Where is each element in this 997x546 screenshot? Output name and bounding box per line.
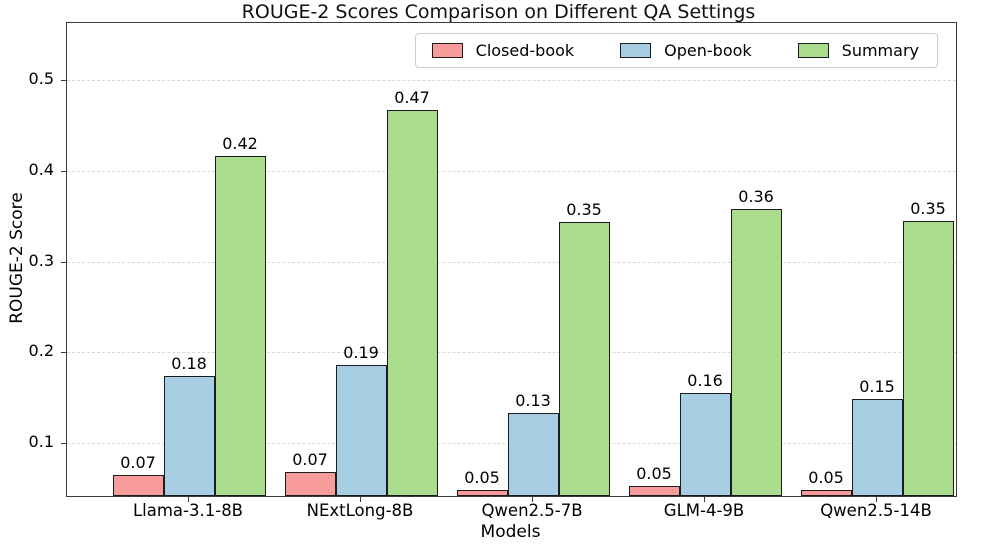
bar-summary-qwen2.5-7b — [558, 221, 610, 496]
y-tick-mark — [61, 170, 66, 172]
bar-summary-qwen2.5-14b — [902, 220, 954, 496]
bar-value-label: 0.42 — [222, 134, 258, 154]
bar-value-label: 0.05 — [636, 464, 672, 484]
bar-value-label: 0.07 — [120, 453, 156, 473]
y-tick-mark — [61, 352, 66, 354]
y-tick-label: 0.1 — [28, 432, 54, 452]
bar-value-label: 0.18 — [171, 354, 207, 374]
bar-open-book-llama-3.1-8b — [163, 376, 215, 496]
legend-label: Closed-book — [475, 41, 575, 60]
bar-value-label: 0.15 — [859, 376, 895, 396]
y-tick-label: 0.2 — [28, 341, 54, 361]
bar-value-label: 0.05 — [464, 467, 500, 487]
y-tick-mark — [61, 443, 66, 445]
bar-value-label: 0.35 — [566, 199, 602, 219]
x-tick-label-qwen2.5-7b: Qwen2.5-7B — [481, 501, 583, 520]
bar-open-book-nextlong-8b — [335, 365, 387, 496]
bar-open-book-qwen2.5-7b — [507, 413, 559, 496]
bar-value-label: 0.13 — [515, 391, 551, 411]
bar-value-label: 0.19 — [343, 343, 379, 363]
gridline-y-0.4 — [67, 170, 956, 172]
y-tick-label: 0.5 — [28, 69, 54, 89]
legend-swatch-icon — [620, 43, 652, 58]
x-axis-label: Models — [480, 522, 541, 542]
gridline-y-0.3 — [67, 261, 956, 263]
bar-value-label: 0.16 — [687, 370, 723, 390]
chart-title: ROUGE-2 Scores Comparison on Different Q… — [241, 1, 756, 23]
x-tick-label-nextlong-8b: NExtLong-8B — [306, 501, 414, 520]
legend-label: Summary — [841, 41, 919, 60]
y-tick-mark — [61, 80, 66, 82]
gridline-y-0.5 — [67, 80, 956, 82]
legend-item-closed-book: Closed-book — [431, 41, 575, 60]
x-tick-mark — [532, 497, 533, 502]
x-tick-mark — [876, 497, 877, 502]
x-tick-label-llama-3.1-8b: Llama-3.1-8B — [132, 501, 244, 520]
bar-value-label: 0.35 — [910, 198, 946, 218]
x-tick-mark — [360, 497, 361, 502]
legend: Closed-book Open-book Summary — [414, 33, 938, 68]
bar-summary-glm-4-9b — [730, 209, 782, 496]
bar-closed-book-qwen2.5-14b — [800, 489, 852, 496]
gridline-y-0.2 — [67, 352, 956, 354]
x-tick-label-glm-4-9b: GLM-4-9B — [663, 501, 745, 520]
y-tick-label: 0.3 — [28, 250, 54, 270]
bar-closed-book-qwen2.5-7b — [456, 489, 508, 496]
legend-item-open-book: Open-book — [620, 41, 752, 60]
bar-open-book-qwen2.5-14b — [851, 398, 903, 496]
bar-summary-nextlong-8b — [386, 110, 438, 496]
bar-summary-llama-3.1-8b — [214, 156, 266, 496]
plot-area: Closed-book Open-book Summary 0.07 0.07 0.05… — [66, 22, 957, 497]
legend-swatch-icon — [797, 43, 829, 58]
x-tick-mark — [704, 497, 705, 502]
legend-swatch-icon — [431, 43, 463, 58]
bar-closed-book-nextlong-8b — [284, 471, 336, 496]
y-tick-label: 0.4 — [28, 159, 54, 179]
legend-item-summary: Summary — [797, 41, 919, 60]
x-tick-mark — [188, 497, 189, 502]
bar-closed-book-glm-4-9b — [628, 486, 680, 496]
legend-label: Open-book — [664, 41, 752, 60]
x-tick-label-qwen2.5-14b: Qwen2.5-14B — [820, 501, 932, 520]
y-tick-mark — [61, 261, 66, 263]
bar-open-book-glm-4-9b — [679, 392, 731, 496]
bar-closed-book-llama-3.1-8b — [112, 475, 164, 496]
bar-value-label: 0.36 — [738, 187, 774, 207]
bar-value-label: 0.47 — [394, 88, 430, 108]
bar-value-label: 0.05 — [808, 467, 844, 487]
bar-value-label: 0.07 — [292, 449, 328, 469]
